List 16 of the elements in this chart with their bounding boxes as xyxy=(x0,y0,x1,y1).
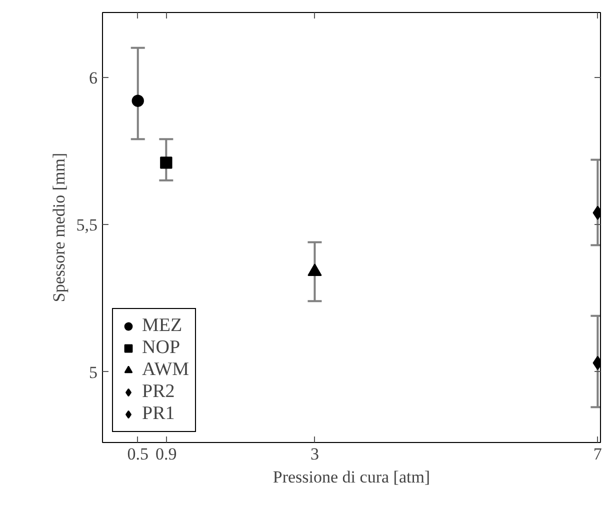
x-axis-title: Pressione di cura [atm] xyxy=(272,468,430,486)
legend-label: PR2 xyxy=(142,381,175,403)
y-tick-label: 5 xyxy=(89,362,98,382)
point xyxy=(160,156,172,169)
x-tick-label: 0.5 xyxy=(127,444,148,464)
legend-label: AWM xyxy=(142,359,190,381)
y-axis-title: Spessore medio [mm] xyxy=(49,152,68,302)
point xyxy=(132,94,144,107)
x-tick-label: 0.9 xyxy=(156,444,177,464)
legend-label: NOP xyxy=(142,337,180,359)
x-tick-label: 7 xyxy=(593,444,602,464)
x-tick-label: 3 xyxy=(310,444,319,464)
legend-label: PR1 xyxy=(142,403,175,425)
y-tick-label: 5,5 xyxy=(76,216,98,235)
y-tick-label: 6 xyxy=(89,68,98,88)
legend-label: MEZ xyxy=(142,315,182,337)
